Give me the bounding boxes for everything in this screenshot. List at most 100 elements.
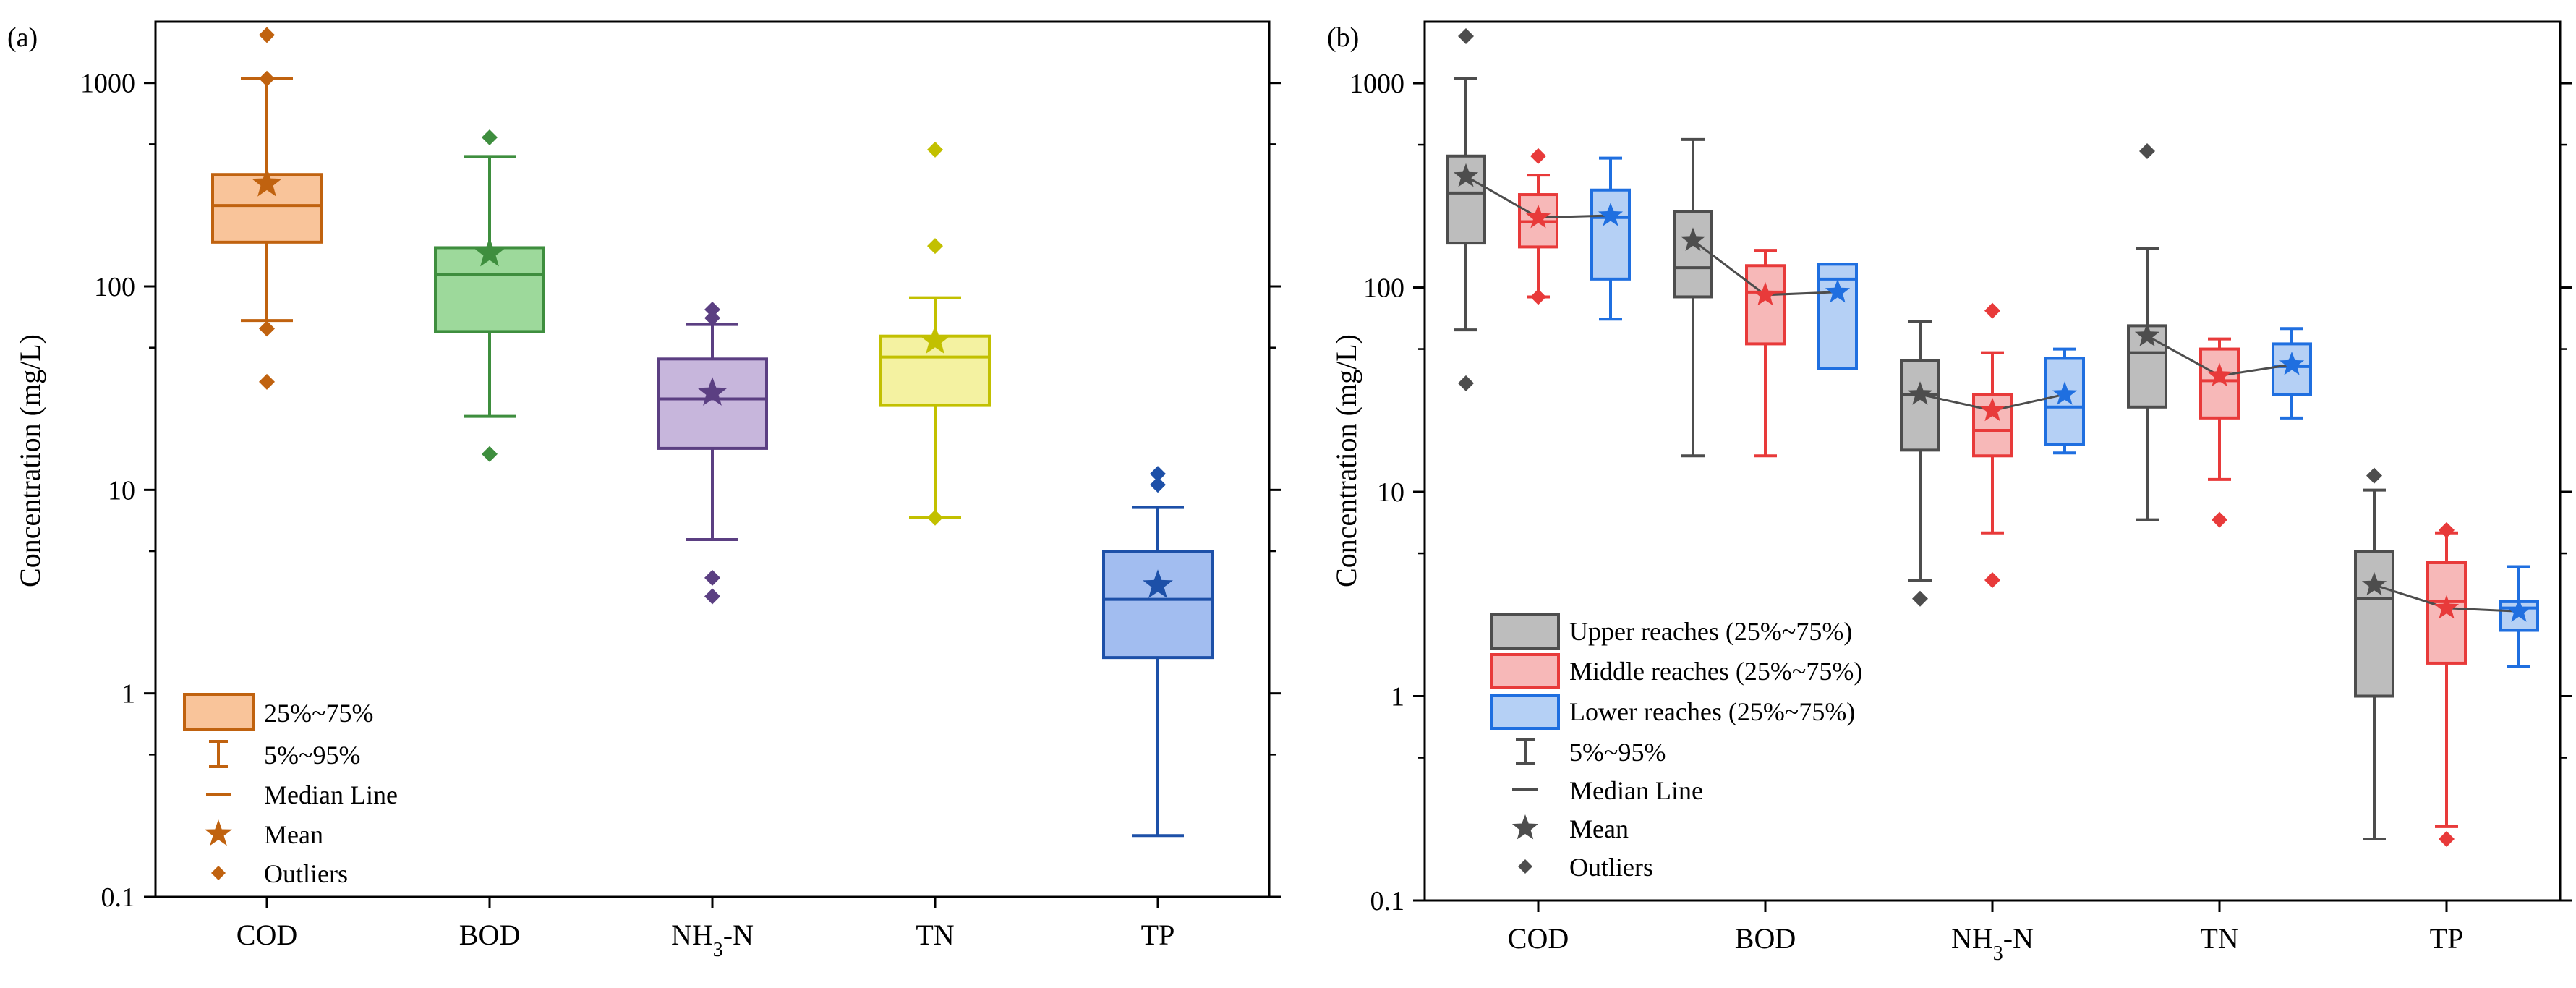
- panel-a-x-tick-label: TP: [1141, 919, 1175, 951]
- panel-a-nh3-n-iqr-box: [657, 357, 768, 450]
- panel-a-nh3-n-outlier: [704, 310, 720, 326]
- panel-a-tn-iqr-box: [879, 334, 991, 407]
- panel-a-x-tick-label: BOD: [459, 919, 520, 951]
- panel-b-nh3-n-upper-iqr-box: [1900, 359, 1940, 452]
- legend-a-mean-swatch: [205, 819, 232, 846]
- panel-a-label: (a): [7, 22, 38, 53]
- panel-b-nh3-n-middle-outlier: [1984, 571, 2000, 588]
- panel-b-bod-mean-star: [1680, 227, 1706, 251]
- panel-b-nh3-n-lower-iqr-box: [2044, 357, 2085, 446]
- panel-a-cod-outlier: [259, 70, 275, 87]
- panel-b-bod-mean-star: [1825, 278, 1851, 303]
- panel-a-nh3-n-mean-star: [697, 377, 728, 406]
- panel-a-nh3-n-outlier: [704, 301, 720, 318]
- panel-a-bod-mean-star: [474, 237, 505, 267]
- panel-b-bod-middle-iqr-box: [1745, 264, 1786, 346]
- legend-b-item-label: Middle reaches (25%~75%): [1569, 657, 1862, 686]
- panel-a-tn-outlier: [927, 509, 943, 526]
- panel-b-tp-mean-star: [2361, 571, 2387, 596]
- panel-b-cod-mean-star: [1598, 203, 1624, 226]
- panel-b-nh3-n-mean-star: [2052, 381, 2078, 405]
- panel-b-y-tick-label: 1: [1391, 682, 1404, 712]
- panel-b-cod-upper-outlier: [1458, 375, 1474, 391]
- panel-a-x-tick-label: NH3-N: [671, 919, 754, 961]
- panel-b-label: (b): [1327, 22, 1359, 53]
- panel-b-tp-middle-outlier: [2439, 830, 2455, 847]
- legend-b-box-swatch: [1490, 653, 1560, 689]
- panel-b-cod-mean-star: [1525, 204, 1551, 229]
- legend-b-item-label: 5%~95%: [1569, 738, 1666, 767]
- panel-b-nh3-n-mean-star: [1907, 381, 1933, 405]
- panel-b-tn-middle-iqr-box: [2199, 347, 2240, 420]
- panel-b-x-tick-label: NH3-N: [1951, 922, 2034, 965]
- legend-a-item-label: Outliers: [264, 859, 348, 888]
- panel-b-chart: 0.1 1 10 100 1000 COD BOD NH3-N TN TP Upper reache…: [1349, 20, 2572, 965]
- panel-b-y-axis-label: Concentration (mg/L): [1330, 334, 1362, 587]
- panel-a-nh3-n-outlier: [704, 588, 720, 605]
- legend-b-item-label: Outliers: [1569, 853, 1653, 882]
- panel-b-tn-mean-star: [2206, 362, 2232, 387]
- panel-b-tp-mean-star: [2434, 595, 2460, 619]
- legend-a-item-label: Mean: [264, 820, 323, 849]
- panel-b-cod-mean-star: [1453, 163, 1479, 187]
- panel-a-tn-outlier: [927, 238, 943, 255]
- legend-a-item-label: Median Line: [264, 780, 398, 809]
- legend-b-item-label: Mean: [1569, 814, 1629, 843]
- panel-a-y-axis-label: Concentration (mg/L): [14, 334, 46, 587]
- legend-a-outlier-swatch: [211, 866, 226, 880]
- panel-b-y-tick-label: 10: [1377, 477, 1404, 508]
- panel-a-y-tick-label: 1: [121, 679, 135, 710]
- panel-b-y-tick-label: 100: [1363, 273, 1404, 304]
- panel-a-cod-outlier: [259, 320, 275, 337]
- panel-b-nh3-n-middle-outlier: [1984, 302, 2000, 319]
- panel-b-cod-middle-outlier: [1530, 289, 1546, 305]
- panel-b-bod-mean-star: [1752, 281, 1778, 306]
- legend-a-item-label: 5%~95%: [264, 741, 360, 770]
- panel-a-y-tick-label: 10: [108, 475, 135, 506]
- legend-b-item-label: Median Line: [1569, 776, 1703, 805]
- legend-b-item-label: Lower reaches (25%~75%): [1569, 697, 1855, 726]
- panel-a-cod-outlier: [259, 27, 275, 43]
- panel-a-nh3-n-outlier: [704, 569, 720, 586]
- panel-a-cod-mean-star: [252, 167, 282, 197]
- panel-a-tp-mean-star: [1143, 569, 1173, 598]
- panel-b-x-tick-label: TP: [2430, 922, 2464, 955]
- panel-a-tn-mean-star: [920, 325, 950, 354]
- panel-a-x-tick-label: COD: [236, 919, 297, 951]
- legend-a-box-swatch: [183, 693, 255, 731]
- panel-a-chart: 0.1 1 10 100 1000 COD BOD NH3-N TN TP 25%~75% 5%~95…: [80, 20, 1281, 961]
- panel-b-tn-mean-star: [2279, 352, 2305, 375]
- legend-b-box-swatch: [1490, 613, 1560, 650]
- panel-b-tp-upper-iqr-box: [2354, 550, 2394, 698]
- panel-b-tp-middle-outlier: [2439, 521, 2455, 538]
- panel-b-bod-upper-iqr-box: [1673, 210, 1713, 299]
- panel-b-x-tick-label: BOD: [1735, 922, 1796, 955]
- panel-b-cod-upper-outlier: [1458, 27, 1474, 44]
- panel-a-y-tick-label: 1000: [80, 69, 135, 99]
- legend-b-outlier-swatch: [1518, 859, 1532, 874]
- panel-a-tp-outlier: [1150, 466, 1166, 482]
- panel-a-tp-outlier: [1150, 477, 1166, 493]
- panel-a-y-tick-label: 100: [94, 272, 135, 302]
- panel-b-x-tick-label: COD: [1508, 922, 1569, 955]
- legend-a-item-label: 25%~75%: [264, 699, 373, 728]
- panel-a-x-tick-label: TN: [916, 919, 954, 951]
- panel-b-x-tick-label: TN: [2200, 922, 2238, 955]
- legend-b-box-swatch: [1490, 694, 1560, 730]
- panel-a-cod-outlier: [259, 373, 275, 390]
- panel-b-tp-mean-star: [2506, 598, 2532, 622]
- panel-a-y-tick-label: 0.1: [101, 882, 136, 913]
- panel-b-nh3-n-upper-outlier: [1912, 590, 1928, 607]
- legend-b-mean-swatch: [1511, 814, 1539, 840]
- panel-b-nh3-n-mean-star: [1979, 397, 2005, 422]
- panel-a-bod-outlier: [482, 446, 498, 462]
- panel-a-tn-outlier: [927, 141, 943, 158]
- panel-a-bod-outlier: [482, 129, 498, 145]
- panel-b-y-tick-label: 0.1: [1370, 886, 1405, 916]
- panel-a-bod-iqr-box: [434, 246, 545, 333]
- panel-b-tp-upper-outlier: [2366, 467, 2382, 484]
- panel-b-tn-mean-star: [2134, 323, 2160, 346]
- panel-b-tn-upper-outlier: [2139, 142, 2155, 159]
- legend-b-item-label: Upper reaches (25%~75%): [1569, 617, 1852, 646]
